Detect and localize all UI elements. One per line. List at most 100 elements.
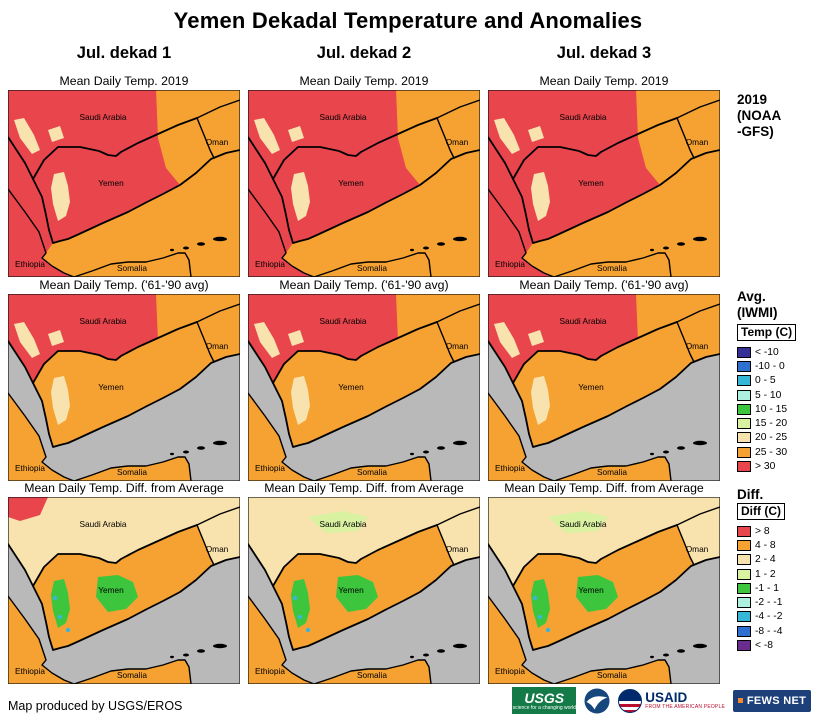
- legend-label: 2 - 4: [755, 554, 776, 566]
- legend-entry: > 30: [737, 459, 796, 473]
- map-country-label: Yemen: [98, 178, 124, 188]
- legend-swatch: [737, 389, 751, 401]
- legend-swatch: [737, 461, 751, 473]
- map-country-label: Yemen: [338, 585, 364, 595]
- legend-entry: -1 - 1: [737, 581, 785, 595]
- legend-label: -10 - 0: [755, 360, 785, 372]
- page-title: Yemen Dekadal Temperature and Anomalies: [173, 8, 643, 33]
- map-country-label: Saudi Arabia: [79, 316, 126, 326]
- legend-swatch: [737, 582, 751, 594]
- map-country-label: Somalia: [357, 263, 387, 273]
- map-subtitle: Mean Daily Temp. Diff. from Average: [504, 481, 704, 495]
- legend-label: 0 - 5: [755, 375, 776, 387]
- map-country-label: Yemen: [578, 382, 604, 392]
- map-r2c1: Saudi Arabia Oman Yemen Ethiopia Somalia: [7, 294, 241, 482]
- map-country-label: Saudi Arabia: [319, 112, 366, 122]
- map-country-label: Somalia: [117, 263, 147, 273]
- map-image: Saudi Arabia Oman Yemen Ethiopia Somalia: [247, 294, 481, 482]
- legend-swatch: [737, 446, 751, 458]
- map-image: Saudi Arabia Oman Yemen Ethiopia Somalia: [487, 90, 721, 278]
- map-r2c3: Saudi Arabia Oman Yemen Ethiopia Somalia: [487, 294, 721, 482]
- map-country-label: Somalia: [117, 670, 147, 680]
- map-country-label: Ethiopia: [255, 463, 285, 473]
- map-country-label: Saudi Arabia: [559, 316, 606, 326]
- column-header: Jul. dekad 2: [316, 44, 412, 62]
- legend-entry: 15 - 20: [737, 416, 796, 430]
- legend-label: -2 - -1: [755, 597, 783, 609]
- noaa-logo: [584, 688, 610, 713]
- map-country-label: Yemen: [338, 178, 364, 188]
- map-r1c3: Saudi Arabia Oman Yemen Ethiopia Somalia: [487, 90, 721, 278]
- legend-entry: 1 - 2: [737, 567, 785, 581]
- legend-label: > 8: [755, 525, 770, 537]
- legend-entry: 10 - 15: [737, 402, 796, 416]
- map-image: Saudi Arabia Oman Yemen Ethiopia Somalia: [7, 294, 241, 482]
- map-image: Saudi Arabia Oman Yemen Ethiopia Somalia: [7, 90, 241, 278]
- usaid-seal-icon: [618, 688, 643, 713]
- map-country-label: Oman: [206, 341, 229, 351]
- map-country-label: Ethiopia: [495, 463, 525, 473]
- legend-entry: 20 - 25: [737, 431, 796, 445]
- column-header: Jul. dekad 1: [76, 44, 172, 62]
- map-country-label: Somalia: [357, 670, 387, 680]
- map-subtitle: Mean Daily Temp. ('61-'90 avg): [39, 278, 209, 292]
- map-country-label: Ethiopia: [15, 259, 45, 269]
- map-country-label: Saudi Arabia: [319, 316, 366, 326]
- legend-label: > 30: [755, 461, 776, 473]
- map-credit: Map produced by USGS/EROS: [8, 699, 183, 713]
- map-country-label: Yemen: [578, 585, 604, 595]
- legend-entry: > 8: [737, 524, 785, 538]
- map-r1c1: Saudi Arabia Oman Yemen Ethiopia Somalia: [7, 90, 241, 278]
- legend-entry: 25 - 30: [737, 445, 796, 459]
- fewsnet-logo: FEWS NET: [733, 689, 811, 712]
- map-image: Saudi Arabia Oman Yemen Ethiopia Somalia: [7, 497, 241, 685]
- legend-entry: 0 - 5: [737, 374, 796, 388]
- map-country-label: Oman: [446, 341, 469, 351]
- map-subtitle: Mean Daily Temp. Diff. from Average: [24, 481, 224, 495]
- usaid-logo-text: USAID: [645, 689, 688, 705]
- map-image: Saudi Arabia Oman Yemen Ethiopia Somalia: [487, 294, 721, 482]
- map-subtitle: Mean Daily Temp. ('61-'90 avg): [279, 278, 449, 292]
- legend-label: 25 - 30: [755, 446, 788, 458]
- row-side-label: Diff.: [737, 487, 764, 502]
- legend-swatch: [737, 418, 751, 430]
- legend-swatch: [737, 375, 751, 387]
- legend-label: 5 - 10: [755, 389, 782, 401]
- legend-entry: 5 - 10: [737, 388, 796, 402]
- legend-label: -8 - -4: [755, 625, 783, 637]
- legend-entry: -10 - 0: [737, 359, 796, 373]
- map-country-label: Oman: [686, 544, 709, 554]
- map-country-label: Yemen: [98, 382, 124, 392]
- map-image: Saudi Arabia Oman Yemen Ethiopia Somalia: [487, 497, 721, 685]
- legend-swatch: [737, 539, 751, 551]
- legend-entry: 2 - 4: [737, 553, 785, 567]
- legend-entry: -2 - -1: [737, 595, 785, 609]
- map-r2c2: Saudi Arabia Oman Yemen Ethiopia Somalia: [247, 294, 481, 482]
- legend-entry: 4 - 8: [737, 538, 785, 552]
- legend-swatch: [737, 346, 751, 358]
- map-country-label: Somalia: [597, 670, 627, 680]
- map-subtitle: Mean Daily Temp. 2019: [299, 74, 429, 88]
- map-r3c1: Saudi Arabia Oman Yemen Ethiopia Somalia: [7, 497, 241, 685]
- legend-swatch: [737, 554, 751, 566]
- usgs-logo-text: USGS: [524, 689, 565, 706]
- map-subtitle: Mean Daily Temp. ('61-'90 avg): [519, 278, 689, 292]
- map-country-label: Oman: [446, 137, 469, 147]
- map-country-label: Ethiopia: [255, 666, 285, 676]
- legend-title: Diff (C): [737, 503, 785, 520]
- legend-label: -4 - -2: [755, 611, 783, 623]
- legend-entry: < -10: [737, 345, 796, 359]
- column-header: Jul. dekad 3: [556, 44, 652, 62]
- map-country-label: Oman: [686, 341, 709, 351]
- usaid-logo: USAID FROM THE AMERICAN PEOPLE: [618, 688, 725, 713]
- legend-label: -1 - 1: [755, 582, 780, 594]
- map-r3c2: Saudi Arabia Oman Yemen Ethiopia Somalia: [247, 497, 481, 685]
- map-country-label: Saudi Arabia: [79, 519, 126, 529]
- legend-swatch: [737, 525, 751, 537]
- legend-swatch: [737, 611, 751, 623]
- map-country-label: Oman: [206, 137, 229, 147]
- legend-swatch: [737, 403, 751, 415]
- row-side-label: 2019 (NOAA -GFS): [737, 92, 782, 139]
- usgs-logo-tagline: science for a changing world: [512, 704, 576, 711]
